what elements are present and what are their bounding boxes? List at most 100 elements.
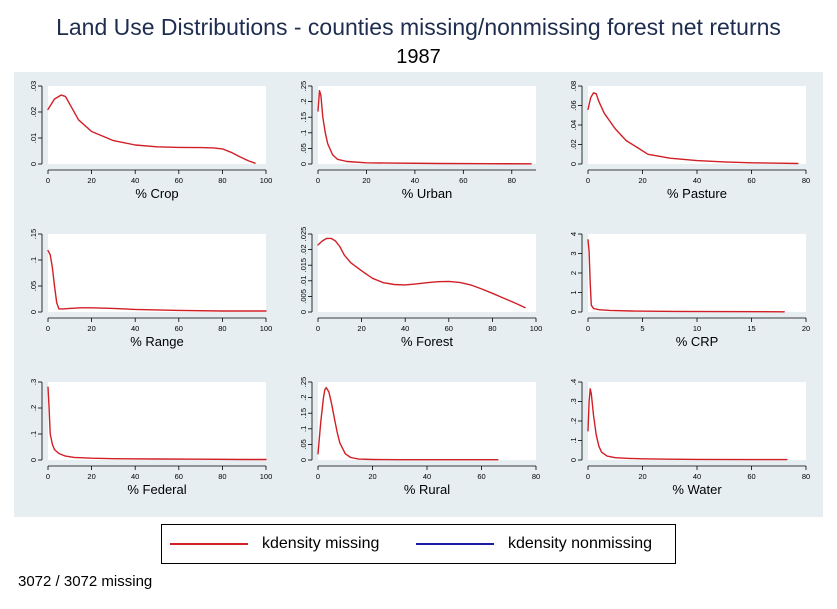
x-tick-label-pasture: 0	[586, 176, 590, 185]
series-line-federal	[47, 386, 267, 461]
x-tick-label-urban: 60	[459, 176, 467, 185]
legend: kdensity missing kdensity nonmissing	[161, 524, 676, 564]
x-tick-label-pasture: 20	[638, 176, 646, 185]
y-tick-label-urban: .25	[299, 81, 308, 91]
y-tick-label-range: 0	[29, 310, 38, 314]
x-axis-label-range: % Range	[130, 334, 183, 349]
x-tick-label-crp: 15	[747, 324, 755, 333]
x-tick-label-crop: 40	[131, 176, 139, 185]
x-tick-label-crop: 100	[260, 176, 273, 185]
x-tick-label-range: 0	[46, 324, 50, 333]
series-line-forest	[317, 237, 526, 309]
x-axis-label-water: % Water	[672, 482, 722, 497]
panel-federal: 0 .1 .2 .3 0 20 40 60 80 100 % Federal	[29, 379, 272, 497]
x-tick-label-forest: 40	[401, 324, 409, 333]
plot-area-pasture	[588, 86, 806, 164]
y-tick-label-forest: .02	[299, 244, 308, 254]
y-tick-label-pasture: 0	[569, 162, 578, 166]
y-tick-label-urban: .2	[299, 98, 308, 104]
x-tick-label-urban: 0	[316, 176, 320, 185]
x-tick-label-federal: 0	[46, 472, 50, 481]
series-line-crop	[47, 94, 256, 164]
panel-urban: 0 .05 .1 .15 .2 .25 0 20 40 60 80 % Urban	[299, 81, 536, 201]
y-tick-label-pasture: .04	[569, 120, 578, 130]
y-tick-label-rural: .05	[299, 439, 308, 449]
y-tick-label-forest: .015	[299, 258, 308, 273]
x-tick-label-federal: 20	[87, 472, 95, 481]
series-line-water	[587, 388, 788, 461]
x-tick-label-forest: 0	[316, 324, 320, 333]
y-tick-label-forest: 0	[299, 310, 308, 314]
y-tick-label-crop: 0	[29, 162, 38, 166]
x-tick-label-crp: 0	[586, 324, 590, 333]
plot-area-rural	[318, 382, 536, 460]
y-tick-label-crp: 3	[569, 251, 578, 255]
x-tick-label-rural: 80	[532, 472, 540, 481]
plot-area-range	[48, 234, 266, 312]
series-line-pasture	[587, 92, 799, 165]
y-tick-label-urban: .15	[299, 112, 308, 122]
plot-region: 0.01.02.03 0 20 40 60 80 100% Crop 0.05.1.15.2.…	[14, 72, 823, 517]
x-axis-label-crp: % CRP	[676, 334, 719, 349]
x-tick-label-crop: 0	[46, 176, 50, 185]
y-tick-label-pasture: .08	[569, 81, 578, 91]
y-tick-label-urban: .05	[299, 143, 308, 153]
y-tick-label-pasture: .02	[569, 139, 578, 149]
x-tick-label-crop: 80	[218, 176, 226, 185]
legend-label-nonmissing: kdensity nonmissing	[508, 535, 653, 552]
y-tick-label-rural: .25	[299, 377, 308, 387]
y-tick-label-crp: 0	[569, 310, 578, 314]
series-line-rural	[317, 386, 499, 461]
y-tick-label-crp: 1	[569, 290, 578, 294]
x-tick-label-forest: 20	[357, 324, 365, 333]
y-tick-label-federal: 0	[29, 458, 38, 462]
y-tick-label-water: 0	[569, 458, 578, 462]
x-tick-label-range: 60	[175, 324, 183, 333]
footnote: 3072 / 3072 missing	[18, 573, 153, 590]
x-tick-label-rural: 40	[423, 472, 431, 481]
y-tick-label-rural: 0	[299, 458, 308, 462]
x-tick-label-federal: 100	[260, 472, 273, 481]
x-tick-label-rural: 60	[477, 472, 485, 481]
legend-item-missing: kdensity missing	[170, 525, 379, 563]
plot-area-urban	[318, 86, 536, 164]
y-tick-label-water: .4	[569, 379, 578, 385]
x-axis-label-pasture: % Pasture	[667, 186, 727, 201]
y-tick-label-crp: 4	[569, 232, 578, 236]
series-line-range	[47, 249, 267, 312]
x-tick-label-rural: 0	[316, 472, 320, 481]
x-axis-label-forest: % Forest	[401, 334, 453, 349]
y-tick-label-water: .1	[569, 437, 578, 443]
y-tick-label-rural: .1	[299, 426, 308, 432]
y-tick-label-urban: 0	[299, 162, 308, 166]
y-tick-label-range: .1	[29, 257, 38, 263]
x-axis-label-urban: % Urban	[402, 186, 453, 201]
y-tick-label-federal: .3	[29, 379, 38, 385]
legend-label-missing: kdensity missing	[262, 535, 380, 552]
chart-title: Land Use Distributions - counties missin…	[56, 14, 781, 40]
panel-pasture: 0 .02 .04 .06 .08 0 20 40 60 80 % Pasture	[569, 81, 810, 201]
legend-item-nonmissing: kdensity nonmissing	[416, 525, 652, 563]
panel-range: 0 .05 .1 .15 0 20 40 60 80 100 % Range	[29, 229, 272, 349]
plot-area-crp	[588, 234, 806, 312]
x-tick-label-urban: 20	[362, 176, 370, 185]
plot-area-federal	[48, 382, 266, 460]
x-tick-label-federal: 60	[175, 472, 183, 481]
y-tick-label-crop: .03	[29, 81, 38, 91]
legend-swatch-missing	[170, 543, 248, 545]
y-tick-label-range: .05	[29, 281, 38, 291]
panel-water: 0 .1 .2 .3 .4 0 20 40 60 80 % Water	[569, 379, 810, 497]
y-tick-label-pasture: .06	[569, 100, 578, 110]
x-tick-label-federal: 40	[131, 472, 139, 481]
series-line-urban	[317, 90, 532, 165]
x-tick-label-rural: 20	[368, 472, 376, 481]
x-tick-label-pasture: 60	[747, 176, 755, 185]
x-tick-label-forest: 80	[488, 324, 496, 333]
x-tick-label-crp: 20	[802, 324, 810, 333]
x-tick-label-range: 20	[87, 324, 95, 333]
x-tick-label-water: 0	[586, 472, 590, 481]
series-line-crp	[587, 239, 785, 313]
plot-area-crop	[48, 86, 266, 164]
y-tick-label-crop: .01	[29, 133, 38, 143]
y-tick-label-crp: 2	[569, 271, 578, 275]
